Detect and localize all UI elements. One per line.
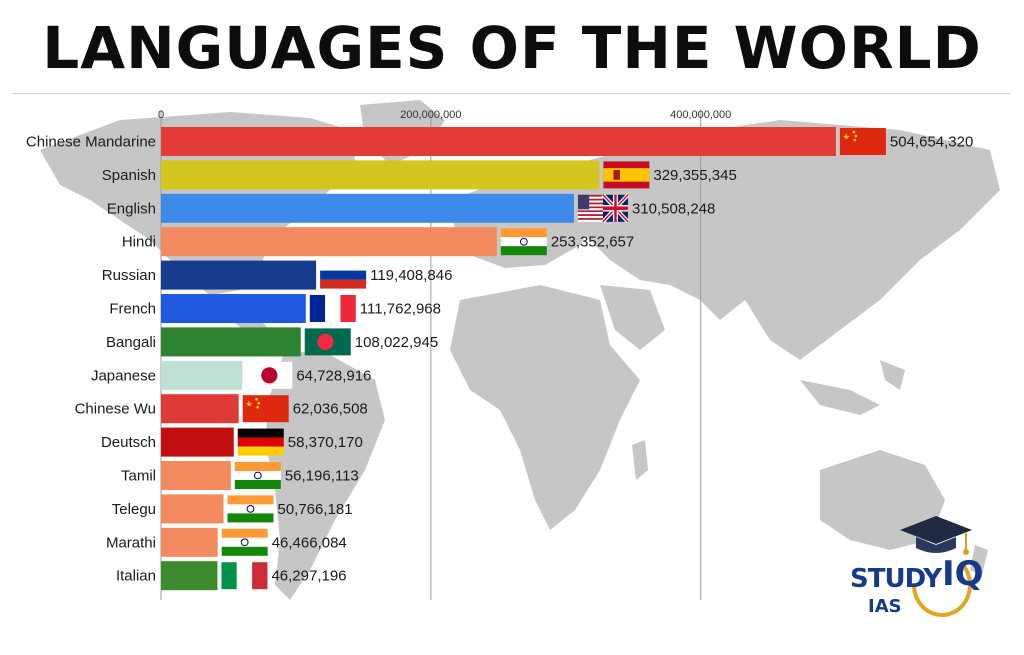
value-label: 111,762,968 — [360, 301, 441, 318]
india-flag-icon — [234, 462, 281, 489]
value-label: 329,355,345 — [653, 167, 736, 184]
bar — [161, 394, 239, 424]
bar-row: Marathi 46,466,084 — [106, 527, 347, 557]
study-iq-logo: STUDY IQ IAS — [850, 512, 1000, 630]
category-label: Tamil — [121, 468, 156, 485]
x-tick-label: 400,000,000 — [670, 109, 731, 121]
category-label: Marathi — [106, 534, 156, 551]
bar-row: Bangali 108,022,945 — [106, 327, 438, 357]
bar — [161, 461, 231, 490]
category-label: Bangali — [106, 334, 156, 351]
bar — [161, 160, 600, 190]
x-tick-label: 0 — [158, 109, 164, 121]
value-label: 504,654,320 — [890, 134, 973, 151]
bar-row: Chinese Wu 62,036,508 — [75, 394, 368, 424]
logo-word-study: STUDY — [850, 564, 942, 594]
bar — [161, 561, 218, 591]
india-flag-icon — [500, 228, 547, 256]
title-divider — [12, 93, 1010, 94]
india-flag-icon — [227, 495, 274, 523]
category-label: Italian — [116, 568, 156, 585]
india-flag-icon — [221, 528, 268, 556]
value-label: 58,370,170 — [288, 434, 363, 451]
logo-swoosh-icon — [912, 562, 972, 617]
bar — [161, 193, 574, 223]
value-label: 56,196,113 — [285, 468, 359, 485]
bar — [161, 127, 836, 156]
logo-word-ias: IAS — [868, 596, 902, 617]
bar-row: Telegu 50,766,181 — [112, 494, 353, 524]
bar — [161, 494, 224, 524]
category-label: English — [107, 200, 156, 217]
china-flag-icon — [242, 395, 289, 423]
value-label: 46,297,196 — [271, 568, 346, 585]
chart-x-ticks: 0 200,000,000 400,000,000 — [158, 109, 731, 121]
bar — [161, 327, 301, 357]
france-flag-icon — [309, 295, 356, 322]
value-label: 50,766,181 — [277, 501, 352, 518]
bar-row: English 310,508,248 — [107, 193, 715, 224]
italy-flag-icon — [221, 562, 268, 590]
value-label: 64,728,916 — [296, 367, 371, 384]
bar — [161, 427, 234, 457]
value-label: 310,508,248 — [632, 200, 715, 217]
bar — [161, 227, 497, 257]
category-label: Telegu — [112, 501, 156, 518]
bar-row: Chinese Mandarine 504,654,320 — [26, 127, 973, 156]
chart-bars: Chinese Mandarine 504,654,320 Spanish 329,3… — [26, 127, 973, 591]
category-label: Chinese Wu — [75, 401, 156, 418]
usa-uk-flag-icon — [577, 193, 630, 224]
china-flag-icon — [839, 128, 886, 155]
bar-row: Spanish 329,355,345 — [102, 160, 737, 190]
bar-row: French 111,762,968 — [109, 294, 441, 323]
value-label: 62,036,508 — [293, 401, 368, 418]
value-label: 119,408,846 — [370, 267, 452, 284]
spain-flag-icon — [603, 161, 650, 189]
bar-row: Tamil 56,196,113 — [121, 461, 359, 490]
bar-row: Japanese 64,728,916 — [91, 360, 371, 390]
value-label: 46,466,084 — [272, 534, 347, 551]
japan-flag-icon — [246, 361, 293, 389]
bar — [161, 360, 243, 390]
russia-flag-icon — [320, 261, 367, 289]
bar — [161, 294, 306, 323]
category-label: Spanish — [102, 167, 156, 184]
bar-row: Deutsch 58,370,170 — [101, 427, 363, 457]
category-label: Hindi — [122, 234, 156, 251]
graduation-cap-icon — [900, 516, 972, 555]
category-label: Russian — [102, 267, 156, 284]
category-label: Chinese Mandarine — [26, 134, 156, 151]
bangladesh-flag-icon — [304, 328, 351, 356]
bar-row: Russian 119,408,846 — [102, 260, 452, 290]
bar-row: Italian 46,297,196 — [116, 561, 347, 591]
category-label: Deutsch — [101, 434, 156, 451]
category-label: Japanese — [91, 367, 156, 384]
category-label: French — [109, 301, 156, 318]
bar — [161, 260, 317, 290]
bar-row: Hindi 253,352,657 — [122, 227, 634, 257]
logo-word-iq: IQ — [942, 554, 984, 594]
value-label: 108,022,945 — [355, 334, 438, 351]
page-title: LANGUAGES OF THE WORLD — [42, 14, 982, 82]
value-label: 253,352,657 — [551, 234, 634, 251]
world-map-background — [40, 100, 1000, 600]
germany-flag-icon — [237, 428, 284, 456]
bar — [161, 527, 218, 557]
x-tick-label: 200,000,000 — [400, 109, 461, 121]
